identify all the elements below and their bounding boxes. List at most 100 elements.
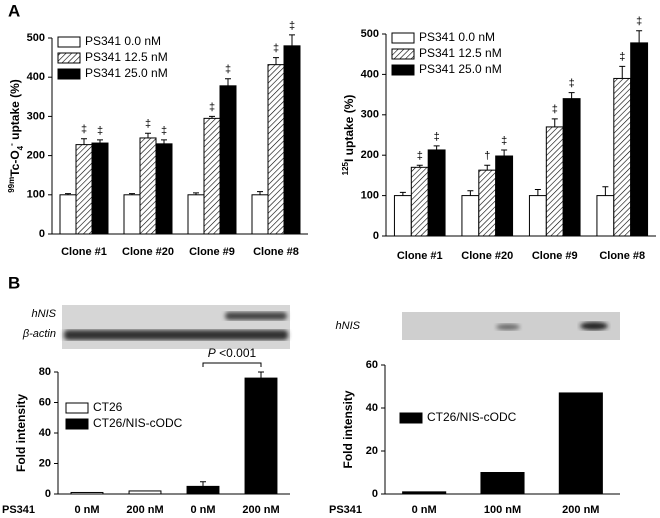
y-axis-label: 125I uptake (%) xyxy=(341,95,357,176)
y-tick-label: 60 xyxy=(39,396,51,408)
significance-marker: ‡ xyxy=(619,51,625,63)
y-tick-label: 40 xyxy=(39,427,51,439)
blot-label: hNIS xyxy=(32,308,57,320)
bar xyxy=(630,42,649,237)
y-tick-label: 300 xyxy=(27,110,45,122)
y-tick-label: 500 xyxy=(361,28,379,40)
blot-image xyxy=(62,305,290,349)
legend-label: PS341 12.5 nM xyxy=(419,46,502,60)
y-tick-label: 300 xyxy=(361,109,379,121)
legend-label: PS341 0.0 nM xyxy=(85,34,161,48)
y-tick-label: 60 xyxy=(366,359,378,371)
error-bar xyxy=(193,192,199,195)
legend-swatch xyxy=(57,36,81,48)
bar xyxy=(283,45,301,235)
y-tick-label: 0 xyxy=(373,230,379,242)
error-bar xyxy=(65,193,71,195)
legend-label: PS341 0.0 nM xyxy=(419,30,495,44)
panel-label: B xyxy=(8,273,20,292)
significance-marker: ‡ xyxy=(161,125,167,137)
y-tick-label: 200 xyxy=(361,149,379,161)
y-tick-label: 20 xyxy=(366,445,378,457)
blot-label: hNIS xyxy=(336,320,361,332)
row-label: PS341 xyxy=(329,504,362,516)
x-tick-label: 0 nM xyxy=(74,504,99,516)
bar xyxy=(123,194,141,235)
error-bar xyxy=(619,65,626,79)
legend-swatch xyxy=(391,64,415,76)
y-tick-label: 20 xyxy=(39,457,51,469)
legend-label: PS341 12.5 nM xyxy=(85,50,168,64)
error-bar xyxy=(129,193,135,195)
bar xyxy=(186,485,220,495)
significance-marker: ‡ xyxy=(417,150,423,162)
x-tick-label: 100 nM xyxy=(484,504,521,516)
legend-swatch xyxy=(391,32,415,44)
bar xyxy=(75,144,93,235)
blot-label: β-actin xyxy=(22,328,56,340)
bar xyxy=(203,117,221,235)
bar xyxy=(558,392,603,495)
error-bar xyxy=(209,115,215,119)
y-tick-label: 100 xyxy=(361,190,379,202)
panel-label: A xyxy=(8,1,20,20)
y-axis-label: Fold intensity xyxy=(14,394,28,472)
error-bar xyxy=(97,139,103,144)
y-axis-label-part: 4 xyxy=(16,145,25,150)
bar xyxy=(393,195,412,237)
x-tick-label: 0 nM xyxy=(412,504,437,516)
error-bar xyxy=(200,481,206,487)
y-axis-label-part: I uptake (%) xyxy=(342,95,356,162)
error-bar xyxy=(416,164,423,168)
error-bar xyxy=(399,191,406,196)
bar xyxy=(219,85,237,235)
error-bar xyxy=(501,149,508,157)
error-bar xyxy=(467,190,474,196)
blot-image xyxy=(402,312,620,340)
bar xyxy=(480,472,525,495)
bar xyxy=(59,194,77,235)
y-axis-label-part: uptake (%) xyxy=(8,79,22,143)
bar xyxy=(410,166,429,237)
legend-label: PS341 25.0 nM xyxy=(85,66,168,80)
y-axis-label-part: 99m xyxy=(7,177,16,193)
y-tick-label: 80 xyxy=(39,366,51,378)
significance-marker: ‡ xyxy=(97,125,103,137)
p-value-part: P xyxy=(208,346,216,360)
error-bar xyxy=(81,138,87,145)
bar xyxy=(70,491,104,495)
error-bar xyxy=(225,78,231,86)
legend-label: CT26 xyxy=(93,400,123,414)
bar xyxy=(478,169,497,237)
error-bar xyxy=(636,30,643,43)
y-axis-label-part: 125 xyxy=(341,161,350,175)
y-tick-label: 0 xyxy=(39,228,45,240)
y-tick-label: 500 xyxy=(27,32,45,44)
legend-label: CT26/NIS-cODC xyxy=(427,410,517,424)
legend-swatch xyxy=(57,52,81,64)
x-tick-label: Clone #20 xyxy=(122,246,174,258)
x-tick-label: Clone #1 xyxy=(397,250,443,262)
significance-bracket xyxy=(202,362,262,367)
bar xyxy=(427,149,446,237)
x-tick-label: Clone #8 xyxy=(599,250,645,262)
legend-swatch xyxy=(65,418,89,430)
y-axis-label-part: - xyxy=(7,143,16,146)
y-tick-label: 400 xyxy=(361,68,379,80)
y-axis-label: 99mTc-O4- uptake (%) xyxy=(7,79,25,193)
x-tick-label: Clone #20 xyxy=(461,250,513,262)
error-bar xyxy=(289,34,295,46)
bar xyxy=(91,142,109,235)
bar xyxy=(155,143,173,235)
bar xyxy=(187,194,205,235)
bar xyxy=(495,155,514,237)
legend-swatch xyxy=(399,412,423,424)
x-tick-label: 200 nM xyxy=(562,504,599,516)
x-tick-label: Clone #9 xyxy=(189,246,235,258)
bar xyxy=(402,491,447,495)
error-bar xyxy=(257,191,263,195)
y-tick-label: 0 xyxy=(45,488,51,500)
bar xyxy=(128,490,162,495)
significance-marker: ‡ xyxy=(552,104,558,116)
error-bar xyxy=(602,186,609,196)
